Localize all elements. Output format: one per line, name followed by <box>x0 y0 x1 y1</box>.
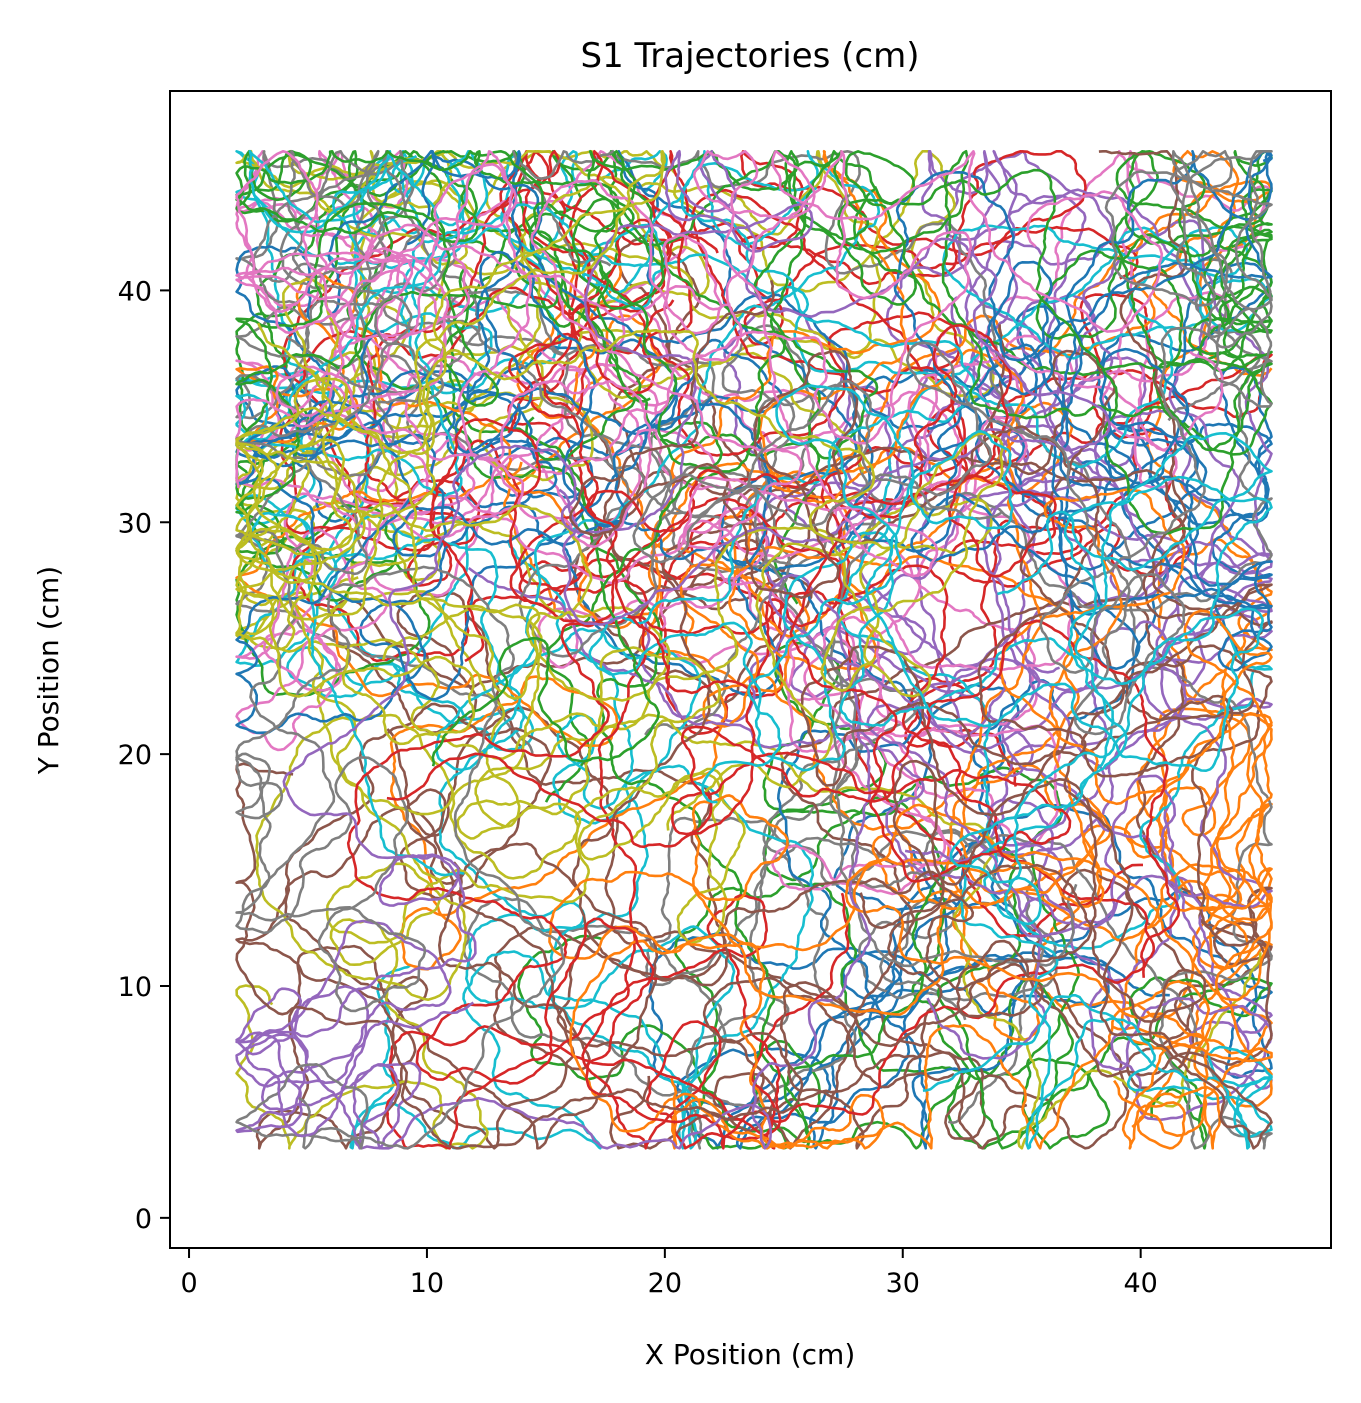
trajectory-line <box>235 150 769 669</box>
trajectory-line <box>235 150 1273 1055</box>
axes-frame <box>169 90 1332 1249</box>
trajectory-line <box>235 295 566 1150</box>
trajectory-line <box>235 150 1078 968</box>
trajectory-line <box>245 150 1111 1138</box>
trajectory-line <box>548 794 1273 1150</box>
trajectory-line <box>701 384 1273 926</box>
trajectory-line <box>844 488 1273 1150</box>
trajectory-line <box>568 279 1273 1150</box>
trajectory-line <box>235 150 1273 701</box>
x-tick-label: 0 <box>180 1268 197 1299</box>
trajectory-line <box>235 322 993 831</box>
trajectory-line <box>331 154 1273 950</box>
trajectory-line <box>235 150 772 735</box>
trajectory-line <box>235 573 1047 1150</box>
trajectory-line <box>235 278 746 1002</box>
trajectory-line <box>386 597 1273 1150</box>
trajectory-line <box>530 150 1164 578</box>
x-tick-label: 30 <box>886 1268 920 1299</box>
trajectory-line <box>640 150 1273 723</box>
trajectory-line <box>588 150 1273 1150</box>
trajectory-line <box>386 323 1180 978</box>
trajectory-line <box>893 150 1273 672</box>
x-tick-label: 10 <box>410 1268 444 1299</box>
y-tick-label: 30 <box>118 508 152 539</box>
x-tick-label: 20 <box>648 1268 682 1299</box>
x-axis: 0 10 20 30 40 <box>180 1248 1158 1299</box>
trajectory-line <box>235 150 1005 746</box>
y-axis: 0 10 20 30 40 <box>118 276 170 1235</box>
chart-title: S1 Trajectories (cm) <box>580 36 919 76</box>
y-axis-label: Y Position (cm) <box>32 566 65 775</box>
trajectory-line <box>467 475 1273 1122</box>
x-axis-label: X Position (cm) <box>645 1338 856 1371</box>
trajectory-line <box>512 150 1273 1150</box>
plot-area <box>235 150 1273 1150</box>
trajectory-line <box>235 150 731 549</box>
y-tick-label: 0 <box>135 1204 152 1235</box>
y-tick-label: 10 <box>118 972 152 1003</box>
x-tick-label: 40 <box>1123 1268 1157 1299</box>
y-tick-label: 40 <box>118 276 152 307</box>
y-tick-label: 20 <box>118 740 152 771</box>
